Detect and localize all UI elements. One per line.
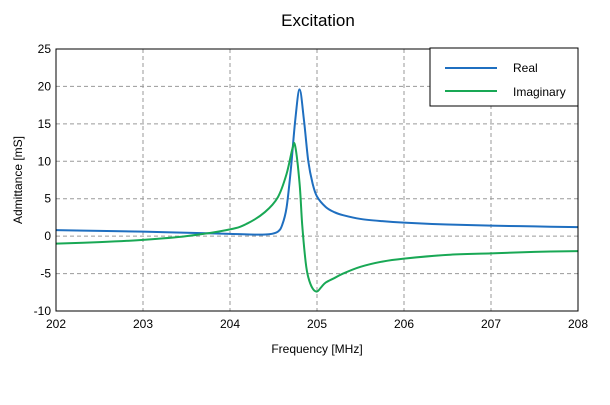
x-tick-label: 206 bbox=[394, 317, 414, 331]
plot-frame bbox=[55, 48, 579, 312]
chart-title: Excitation bbox=[281, 11, 355, 30]
x-tick-label: 203 bbox=[133, 317, 153, 331]
y-tick-labels: -10 -5 0 5 10 15 20 25 bbox=[34, 42, 52, 318]
legend-label-imaginary: Imaginary bbox=[513, 85, 566, 99]
x-tick-labels: 202 203 204 205 206 207 208 bbox=[46, 317, 588, 331]
grid bbox=[56, 49, 578, 311]
x-tick-label: 202 bbox=[46, 317, 66, 331]
y-tick-label: 20 bbox=[38, 79, 52, 93]
y-axis-label: Admittance [mS] bbox=[11, 136, 25, 224]
legend: Real Imaginary bbox=[429, 47, 579, 107]
series-line-imaginary bbox=[55, 141, 579, 293]
y-tick-label: 0 bbox=[44, 229, 51, 243]
x-tick-label: 207 bbox=[481, 317, 501, 331]
y-tick-label: -10 bbox=[34, 304, 52, 318]
x-tick-label: 205 bbox=[307, 317, 327, 331]
x-tick-label: 208 bbox=[568, 317, 588, 331]
y-tick-label: 5 bbox=[44, 192, 51, 206]
legend-label-real: Real bbox=[513, 61, 538, 75]
y-tick-label: 25 bbox=[38, 42, 52, 56]
y-tick-label: 10 bbox=[38, 154, 52, 168]
y-tick-label: 15 bbox=[38, 117, 52, 131]
legend-box bbox=[429, 47, 579, 107]
series-line-real bbox=[55, 88, 579, 236]
y-tick-label: -5 bbox=[40, 267, 51, 281]
plot-lines bbox=[55, 88, 579, 293]
x-axis-label: Frequency [MHz] bbox=[271, 342, 362, 356]
x-tick-label: 204 bbox=[220, 317, 240, 331]
